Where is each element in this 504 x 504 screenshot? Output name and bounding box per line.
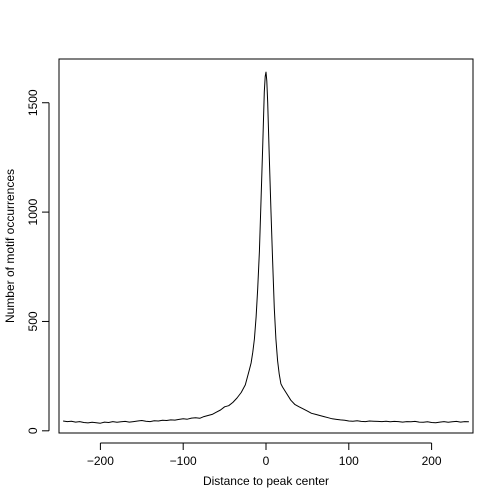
x-tick-label: −100 bbox=[170, 454, 197, 468]
x-axis: −200 −100 0 100 200 bbox=[87, 442, 442, 468]
x-tick-label: 0 bbox=[263, 454, 270, 468]
y-axis: 0 500 1000 1500 bbox=[26, 89, 50, 434]
x-tick-label: 100 bbox=[339, 454, 359, 468]
y-axis-label: Number of motif occurrences bbox=[3, 169, 17, 323]
x-tick-label: −200 bbox=[87, 454, 114, 468]
series-layer bbox=[63, 71, 469, 424]
y-tick-label: 500 bbox=[26, 311, 40, 331]
y-tick-label: 1500 bbox=[26, 89, 40, 116]
plot-frame bbox=[58, 58, 474, 434]
x-tick-label: 200 bbox=[422, 454, 442, 468]
x-axis-label: Distance to peak center bbox=[203, 474, 329, 488]
y-tick-label: 0 bbox=[26, 427, 40, 434]
y-tick-label: 1000 bbox=[26, 198, 40, 225]
series-line bbox=[63, 71, 469, 424]
